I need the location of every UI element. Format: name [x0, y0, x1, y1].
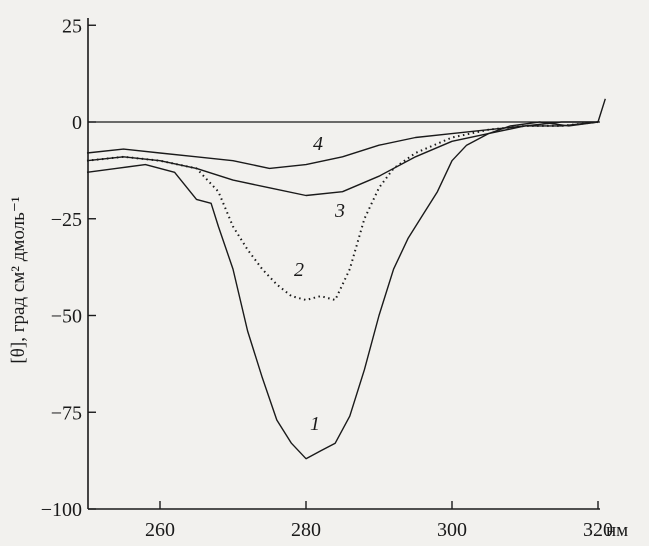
- x-tick-label: 280: [291, 519, 321, 541]
- x-tick-label: 260: [145, 519, 175, 541]
- x-tick-label: 320: [583, 519, 613, 541]
- y-tick-label: −50: [51, 306, 82, 328]
- series-line-2: [86, 121, 599, 301]
- series-label-2: 2: [294, 259, 304, 281]
- y-tick-label: 0: [72, 112, 82, 134]
- series-label-3: 3: [334, 200, 345, 222]
- y-tick-label: −100: [41, 499, 82, 521]
- series-label-1: 1: [310, 413, 320, 435]
- y-tick-label: 25: [62, 15, 82, 37]
- x-axis-unit: нм: [606, 520, 628, 541]
- series-label-4: 4: [313, 133, 323, 155]
- y-axis-ticks: 25 0 −25 −50 −75 −100: [41, 15, 96, 521]
- x-tick-label: 300: [437, 519, 467, 541]
- y-tick-label: −75: [51, 402, 82, 424]
- series-labels: 1 2 3 4: [294, 133, 345, 435]
- x-axis-ticks: 260 280 300 320: [145, 501, 613, 541]
- series-line-3: [86, 121, 599, 197]
- plot-frame: [87, 18, 600, 510]
- y-tick-label: −25: [51, 209, 82, 231]
- y-axis-label: [θ], град см² дмоль⁻¹: [8, 196, 29, 363]
- series-lines: [86, 98, 606, 460]
- series-line-4: [86, 121, 598, 170]
